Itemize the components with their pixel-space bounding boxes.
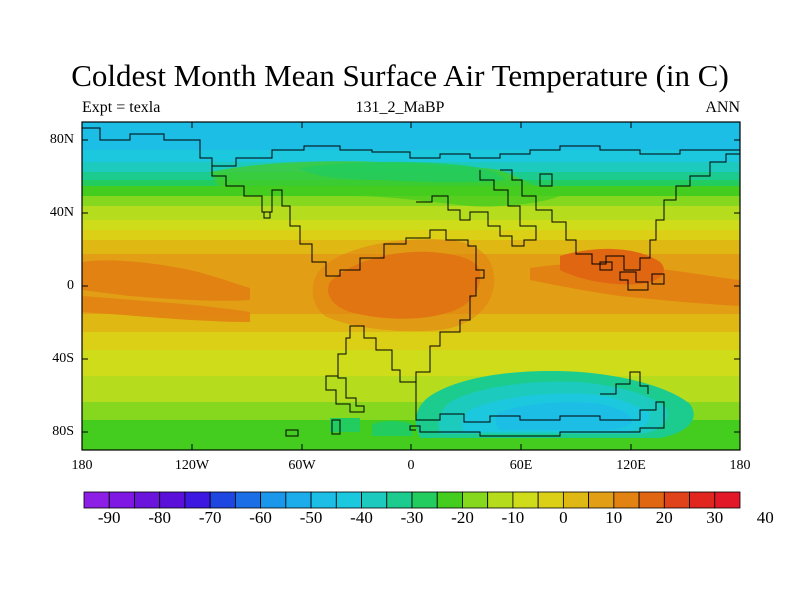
lat-tick-label: 40N xyxy=(49,205,74,220)
season-label: ANN xyxy=(705,99,740,116)
colorbar-label: 40 xyxy=(756,508,774,527)
north-coastline xyxy=(82,127,740,167)
colorbar-swatch xyxy=(234,491,262,509)
colorbar-swatch xyxy=(436,491,463,509)
colorbar-swatch xyxy=(411,491,438,509)
asia-coastline xyxy=(500,153,740,271)
south-hemisphere-landmass xyxy=(409,382,665,437)
colorbar-label: -20 xyxy=(451,508,474,527)
north-island-2 xyxy=(539,173,553,187)
colorbar-swatch xyxy=(184,491,211,509)
axis-ticks xyxy=(81,122,741,450)
continent-outlines xyxy=(82,127,740,437)
antarctic-island-2 xyxy=(331,419,341,435)
colorbar xyxy=(83,491,741,509)
colorbar-swatch xyxy=(487,491,514,509)
lon-tick-label: 60E xyxy=(509,458,533,473)
north-hemisphere-landmass xyxy=(211,166,485,413)
colorbar-swatch xyxy=(134,491,161,509)
colorbar-label: 10 xyxy=(605,508,623,527)
colorbar-swatch xyxy=(83,491,110,509)
map-title: Coldest Month Mean Surface Air Temperatu… xyxy=(71,58,729,93)
colorbar-swatch xyxy=(638,491,665,509)
lat-tick-label: 80S xyxy=(52,424,74,439)
asia-interior-border xyxy=(416,170,537,247)
lat-tick-label: 40S xyxy=(52,351,74,366)
colorbar-swatch xyxy=(512,491,539,509)
colorbar-swatch xyxy=(663,491,690,509)
antarctic-island-1 xyxy=(285,429,299,437)
warm-region-west-pacific xyxy=(82,260,250,301)
colorbar-swatch xyxy=(714,491,741,509)
colorbar-label: -60 xyxy=(249,508,272,527)
cold-region-north-interior xyxy=(300,161,505,183)
colorbar-label: -90 xyxy=(97,508,121,527)
colorbar-label: -30 xyxy=(400,508,424,527)
colorbar-swatch xyxy=(386,491,413,509)
band-midlat-south-1 xyxy=(82,350,740,380)
lon-tick-label: 180 xyxy=(729,458,751,473)
colorbar-swatch xyxy=(562,491,590,509)
north-island-1 xyxy=(263,211,271,219)
colorbar-swatch xyxy=(209,491,236,509)
colorbar-label: -50 xyxy=(299,508,323,527)
lat-tick-label: 80N xyxy=(49,132,74,147)
colorbar-label: -10 xyxy=(501,508,525,527)
band-subtropic-south xyxy=(82,332,740,354)
colorbar-swatch xyxy=(613,491,640,509)
colorbar-swatch xyxy=(689,491,716,509)
colorbar-label: 0 xyxy=(559,508,568,527)
colorbar-label: -80 xyxy=(148,508,172,527)
warm-region-africa-halo xyxy=(312,239,495,332)
colorbar-swatch xyxy=(159,491,186,509)
experiment-label: Expt = texla xyxy=(82,99,161,116)
lon-tick-label: 60W xyxy=(288,458,316,473)
colorbar-swatch xyxy=(361,491,388,509)
colorbar-label: 50 xyxy=(796,508,800,528)
colorbar-swatch xyxy=(462,491,489,509)
colorbar-swatch xyxy=(335,491,362,509)
colorbar-swatch xyxy=(108,491,135,509)
colorbar-swatch xyxy=(537,491,564,509)
lon-tick-label: 0 xyxy=(407,458,415,473)
colorbar-swatch xyxy=(260,491,287,509)
cold-region-south-west xyxy=(330,418,412,436)
lon-tick-label: 120W xyxy=(174,458,210,473)
colorbar-label: 30 xyxy=(706,508,724,527)
colorbar-swatch xyxy=(285,491,312,509)
colorbar-swatch xyxy=(310,491,337,509)
time-label: 131_2_MaBP xyxy=(355,99,445,116)
colorbar-label: -40 xyxy=(350,508,373,527)
colorbar-swatch xyxy=(588,491,615,509)
lon-tick-label: 180 xyxy=(71,458,93,473)
lat-tick-label: 0 xyxy=(67,278,74,293)
southeast-asia-islands xyxy=(599,261,665,291)
colorbar-label: -70 xyxy=(198,508,222,527)
colorbar-label: 20 xyxy=(655,508,673,527)
lon-tick-label: 120E xyxy=(616,458,646,473)
warm-region-east-pacific xyxy=(82,296,250,322)
south-landmass-east xyxy=(600,371,649,395)
